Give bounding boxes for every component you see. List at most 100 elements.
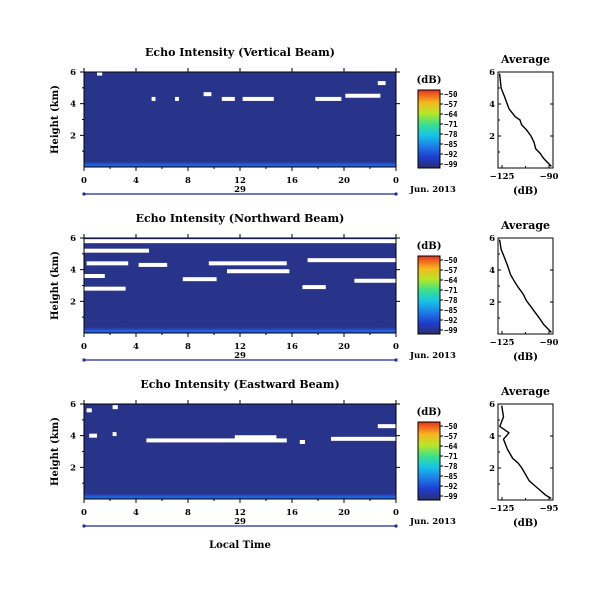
month-label: Jun. 2013 bbox=[409, 517, 456, 527]
x-tick-label: 0 bbox=[393, 508, 399, 518]
missing-data-segment bbox=[151, 96, 156, 101]
colorbar-tick-label: −85 bbox=[444, 140, 458, 149]
colorbar-tick-label: −85 bbox=[444, 306, 458, 315]
colorbar-tick-label: −50 bbox=[444, 422, 458, 431]
y-tick-label: 6 bbox=[70, 400, 76, 410]
avg-y-tick-label: 2 bbox=[489, 298, 495, 308]
average-frame bbox=[497, 403, 554, 501]
month-label: Jun. 2013 bbox=[409, 351, 456, 361]
colorbar-tick-label: −92 bbox=[444, 316, 458, 325]
date-bar-start bbox=[82, 358, 86, 362]
missing-data-segment bbox=[84, 274, 105, 278]
colorbar-tick-label: −99 bbox=[444, 492, 458, 501]
average-profile-line bbox=[498, 73, 552, 167]
x-tick-label: 12 bbox=[234, 176, 246, 186]
x-tick-label: 12 bbox=[234, 342, 246, 352]
colorbar-gradient bbox=[417, 255, 441, 335]
x-tick-label: 16 bbox=[286, 342, 298, 352]
missing-data-segment bbox=[138, 262, 168, 267]
x-tick-label: 8 bbox=[185, 176, 191, 186]
avg-y-tick-label: 4 bbox=[489, 266, 495, 276]
panel-title: Echo Intensity (Vertical Beam) bbox=[145, 46, 335, 59]
missing-data-segment bbox=[89, 433, 97, 438]
missing-data-segment bbox=[112, 405, 118, 410]
colorbar-tick-label: −78 bbox=[444, 130, 458, 139]
colorbar-tick-label: −92 bbox=[444, 482, 458, 491]
x-axis-label: Local Time bbox=[209, 540, 271, 551]
y-tick-label: 4 bbox=[70, 100, 76, 110]
colorbar-tick-label: −71 bbox=[444, 452, 458, 461]
heatmap-panel-vertical: Echo Intensity (Vertical Beam) 2 4 6 Height … bbox=[50, 46, 456, 196]
x-tick-label: 0 bbox=[81, 508, 87, 518]
avg-x-tick-label: −90 bbox=[540, 172, 559, 182]
missing-data-segment bbox=[302, 285, 326, 290]
colorbar-tick-label: −57 bbox=[444, 100, 458, 109]
x-tick-label: 8 bbox=[185, 508, 191, 518]
x-tick-label: 0 bbox=[81, 176, 87, 186]
panel-title: Echo Intensity (Eastward Beam) bbox=[140, 378, 339, 391]
avg-x-tick-label: −125 bbox=[490, 338, 515, 348]
colorbar-tick-label: −78 bbox=[444, 296, 458, 305]
near-ground-echo-core bbox=[84, 164, 396, 167]
avg-y-tick-label: 6 bbox=[489, 234, 495, 244]
colorbar-tick-label: −64 bbox=[444, 110, 458, 119]
colorbar-eastward: (dB)−50−57−64−71−78−85−92−99 bbox=[417, 407, 458, 501]
x-tick-label: 8 bbox=[185, 342, 191, 352]
colorbar-vertical: (dB)−50−57−64−71−78−85−92−99 bbox=[417, 75, 458, 169]
y-axis-label: Height (km) bbox=[50, 251, 61, 320]
colorbar-tick-label: −57 bbox=[444, 432, 458, 441]
y-tick-label: 4 bbox=[70, 266, 76, 276]
colorbar-tick-label: −92 bbox=[444, 150, 458, 159]
average-frame bbox=[497, 237, 554, 335]
average-title: Average bbox=[500, 385, 550, 398]
missing-data-segment bbox=[84, 286, 126, 291]
x-tick-label: 4 bbox=[133, 176, 139, 186]
colorbar-unit: (dB) bbox=[417, 241, 442, 252]
colorbar-unit: (dB) bbox=[417, 75, 442, 86]
y-tick-label: 6 bbox=[70, 68, 76, 78]
average-profile-line bbox=[498, 239, 552, 333]
near-ground-echo-core bbox=[84, 330, 396, 333]
near-ground-echo-core bbox=[84, 496, 396, 499]
missing-data-segment bbox=[242, 96, 274, 101]
average-profile-line bbox=[499, 405, 552, 500]
heatmap-panel-northward: Echo Intensity (Northward Beam) 2 4 6 Height… bbox=[50, 212, 456, 362]
avg-x-axis-label: (dB) bbox=[513, 186, 538, 197]
missing-data-segment bbox=[86, 408, 92, 413]
missing-data-segment bbox=[307, 258, 396, 263]
missing-data-segment bbox=[112, 432, 117, 437]
colorbar-tick-label: −71 bbox=[444, 286, 458, 295]
panel-title: Echo Intensity (Northward Beam) bbox=[136, 212, 345, 225]
colorbar-tick-label: −50 bbox=[444, 256, 458, 265]
missing-data-segment bbox=[227, 269, 290, 274]
colorbar-tick-label: −99 bbox=[444, 160, 458, 169]
y-axis-label: Height (km) bbox=[50, 417, 61, 486]
average-title: Average bbox=[500, 219, 550, 232]
avg-y-tick-label: 6 bbox=[489, 68, 495, 78]
missing-data-segment bbox=[203, 92, 212, 97]
x-tick-label: 16 bbox=[286, 508, 298, 518]
colorbar-tick-label: −64 bbox=[444, 442, 458, 451]
colorbar-tick-label: −57 bbox=[444, 266, 458, 275]
colorbar-tick-label: −50 bbox=[444, 90, 458, 99]
date-label: 29 bbox=[234, 185, 246, 195]
missing-data-segment bbox=[146, 438, 287, 443]
x-tick-label: 20 bbox=[338, 176, 350, 186]
missing-data-segment bbox=[377, 424, 396, 429]
y-tick-label: 2 bbox=[70, 297, 76, 307]
x-tick-label: 20 bbox=[338, 508, 350, 518]
x-tick-label: 20 bbox=[338, 342, 350, 352]
missing-data-segment bbox=[208, 261, 287, 266]
missing-data-segment bbox=[377, 81, 386, 86]
heatmap-background bbox=[84, 404, 396, 499]
y-tick-label: 4 bbox=[70, 432, 76, 442]
date-bar-end bbox=[394, 192, 398, 196]
date-label: 29 bbox=[234, 517, 246, 527]
average-title: Average bbox=[500, 53, 550, 66]
date-bar-start bbox=[82, 192, 86, 196]
missing-data-segment bbox=[345, 93, 381, 98]
near-ground-echo-band bbox=[84, 159, 396, 167]
average-profile-vertical: Average 2 4 6 −125 −90(dB) bbox=[489, 53, 558, 197]
avg-x-axis-label: (dB) bbox=[513, 518, 538, 529]
x-tick-label: 4 bbox=[133, 342, 139, 352]
